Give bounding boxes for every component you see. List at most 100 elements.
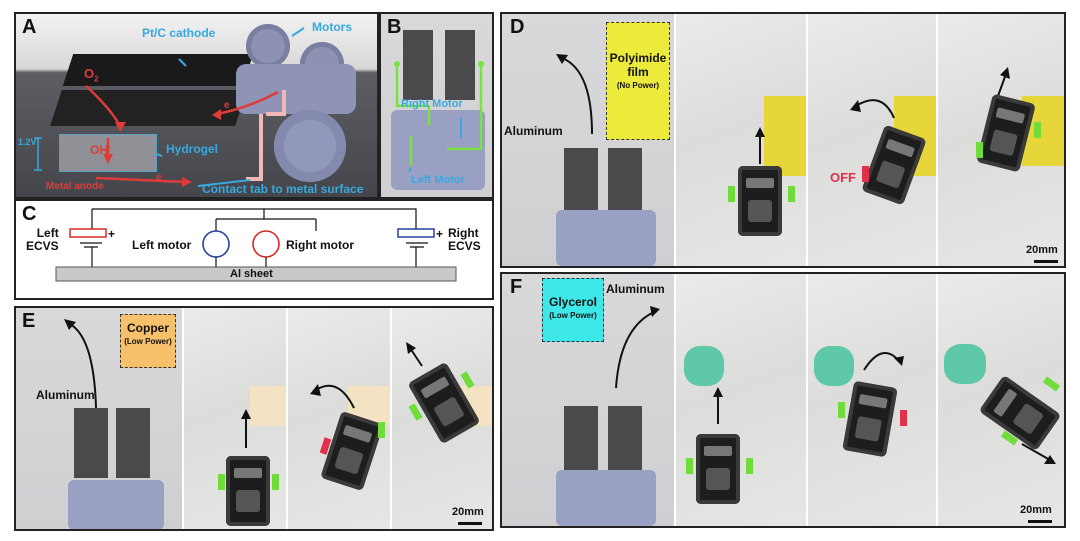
polyimide-film-text: Polyimide film	[609, 51, 667, 79]
polyimide-film-box: Polyimide film (No Power)	[606, 22, 670, 140]
aluminum-label-e: Aluminum	[36, 388, 95, 402]
green-tab-e2	[378, 422, 385, 438]
panel-d-label: D	[510, 16, 525, 38]
panel-f: F Glycerol (Low Power) Aluminum	[500, 272, 1066, 528]
left-motor-label: Left Motor	[411, 174, 465, 186]
chassis-f	[556, 470, 656, 526]
robot-d-1	[738, 166, 782, 236]
glycerol-subtext: (Low Power)	[549, 311, 597, 320]
panel-e-photo-2	[286, 308, 390, 529]
oh-label: OH-	[90, 142, 111, 157]
panel-e-photo-3: 20mm	[390, 308, 492, 529]
right-motor-text: Right motor	[286, 238, 354, 252]
panel-f-photo-3: 20mm	[936, 274, 1064, 526]
left-ecvs-plus: +	[108, 227, 116, 241]
green-tab-f2	[838, 402, 845, 418]
curved-arrow-e2-icon	[310, 384, 355, 409]
chassis-e	[68, 480, 164, 529]
al-sheet-label: Al sheet	[230, 268, 273, 280]
cathode-label: Pt/C cathode	[142, 26, 216, 40]
panel-b: B Right Motor Left Motor	[379, 12, 494, 199]
arrow-up-d3-icon	[997, 67, 1010, 97]
scale-label-f: 20mm	[1020, 504, 1052, 516]
motor-wiring	[394, 61, 484, 173]
metal-anode-label: Metal anode	[46, 181, 104, 192]
panel-e-label: E	[22, 310, 36, 332]
green-tab-f1-right	[746, 458, 753, 474]
polyimide-patch-1	[764, 96, 806, 176]
panel-f-render: F Glycerol (Low Power) Aluminum	[502, 274, 674, 526]
panel-d-photo-2: OFF	[806, 14, 936, 266]
off-label: OFF	[830, 170, 856, 185]
copper-film-text: Copper	[127, 321, 169, 335]
green-tab-f1-left	[686, 458, 693, 474]
glycerol-puddle-1	[684, 346, 724, 386]
panel-d-photo-1	[674, 14, 806, 266]
red-tab-d2	[862, 166, 869, 182]
curved-arrow-icon	[64, 319, 97, 409]
glycerol-text: Glycerol	[548, 295, 598, 309]
curved-arrow-f2-icon	[863, 351, 904, 371]
motor-body	[236, 64, 356, 114]
panel-f-photo-1	[674, 274, 806, 526]
contact-tab-label: Contact tab to metal surface	[202, 182, 364, 196]
panel-d-photo-3: 20mm	[936, 14, 1064, 266]
electrode-plate-right	[445, 30, 475, 100]
electrode-plate-e-left	[74, 408, 108, 478]
panel-a: A Pt/C cathode Motors O2 1.2V OH- Hydrog…	[14, 12, 379, 199]
glycerol-puddle-3	[944, 344, 986, 384]
panel-e-photo-1	[182, 308, 286, 529]
robot-e-1	[226, 456, 270, 526]
electrode-plate-f-right	[608, 406, 642, 476]
scale-label-d: 20mm	[1026, 244, 1058, 256]
curved-arrow-f-icon	[615, 306, 660, 389]
electrode-plate-d-left	[564, 148, 598, 218]
left-ecvs-label: Left ECVS	[26, 226, 59, 253]
scale-bar-f	[1028, 520, 1052, 523]
green-tab-d1-left	[728, 186, 735, 202]
electrode-plate-d-right	[608, 148, 642, 218]
left-motor-text: Left motor	[132, 238, 192, 252]
panel-c: C Left ECVS + Left motor Right motor + Ri…	[14, 199, 494, 300]
panel-d: D Polyimide film (No Power) Aluminum OFF	[500, 12, 1066, 268]
arrow-diagonal-f3-icon	[1021, 443, 1056, 464]
arrow-up-d1-icon	[755, 127, 765, 164]
panel-e-render: E Copper (Low Power) Aluminum	[16, 308, 182, 529]
polyimide-film-subtext: (No Power)	[616, 81, 660, 90]
copper-film-box: Copper (Low Power)	[120, 314, 176, 368]
motors-label: Motors	[312, 20, 352, 34]
green-tab-d3-right	[1034, 122, 1041, 138]
green-tab-d1-right	[788, 186, 795, 202]
right-ecvs-plus: +	[436, 227, 444, 241]
arrow-up-icon	[241, 409, 251, 448]
right-ecvs-label: Right ECVS	[448, 226, 481, 253]
motor-gear-1	[246, 24, 290, 68]
arrow-up-f1-icon	[713, 387, 723, 424]
aluminum-label-d: Aluminum	[504, 124, 563, 138]
electron-label-1: e	[224, 100, 230, 111]
electrode-plate-f-left	[564, 406, 598, 476]
voltage-label: 1.2V	[18, 137, 37, 147]
electrode-plate-e-right	[116, 408, 150, 478]
arrow-diagonal-icon	[406, 342, 423, 367]
right-motor-label: Right Motor	[401, 98, 463, 110]
copper-patch-1	[250, 386, 286, 426]
green-tab-d3-left	[976, 142, 983, 158]
panel-f-label: F	[510, 276, 523, 298]
scale-label-e: 20mm	[452, 506, 484, 518]
curved-arrow-d2-icon	[850, 99, 895, 119]
aluminum-label-f: Aluminum	[606, 282, 665, 296]
panel-d-render: D Polyimide film (No Power) Aluminum	[502, 14, 674, 266]
electrode-plate-left	[403, 30, 433, 100]
scale-bar-d	[1034, 260, 1058, 263]
contact-tab-wire	[34, 27, 305, 187]
circuit-diagram	[55, 208, 457, 282]
panel-e: E Copper (Low Power) Aluminum	[14, 306, 494, 531]
robot-f-1	[696, 434, 740, 504]
glycerol-box: Glycerol (Low Power)	[542, 278, 604, 342]
panel-f-photo-2	[806, 274, 936, 526]
o2-label: O2	[84, 66, 99, 84]
panel-c-label: C	[22, 203, 37, 225]
copper-film-subtext: (Low Power)	[124, 337, 172, 346]
curved-arrow-d-icon	[556, 54, 593, 135]
